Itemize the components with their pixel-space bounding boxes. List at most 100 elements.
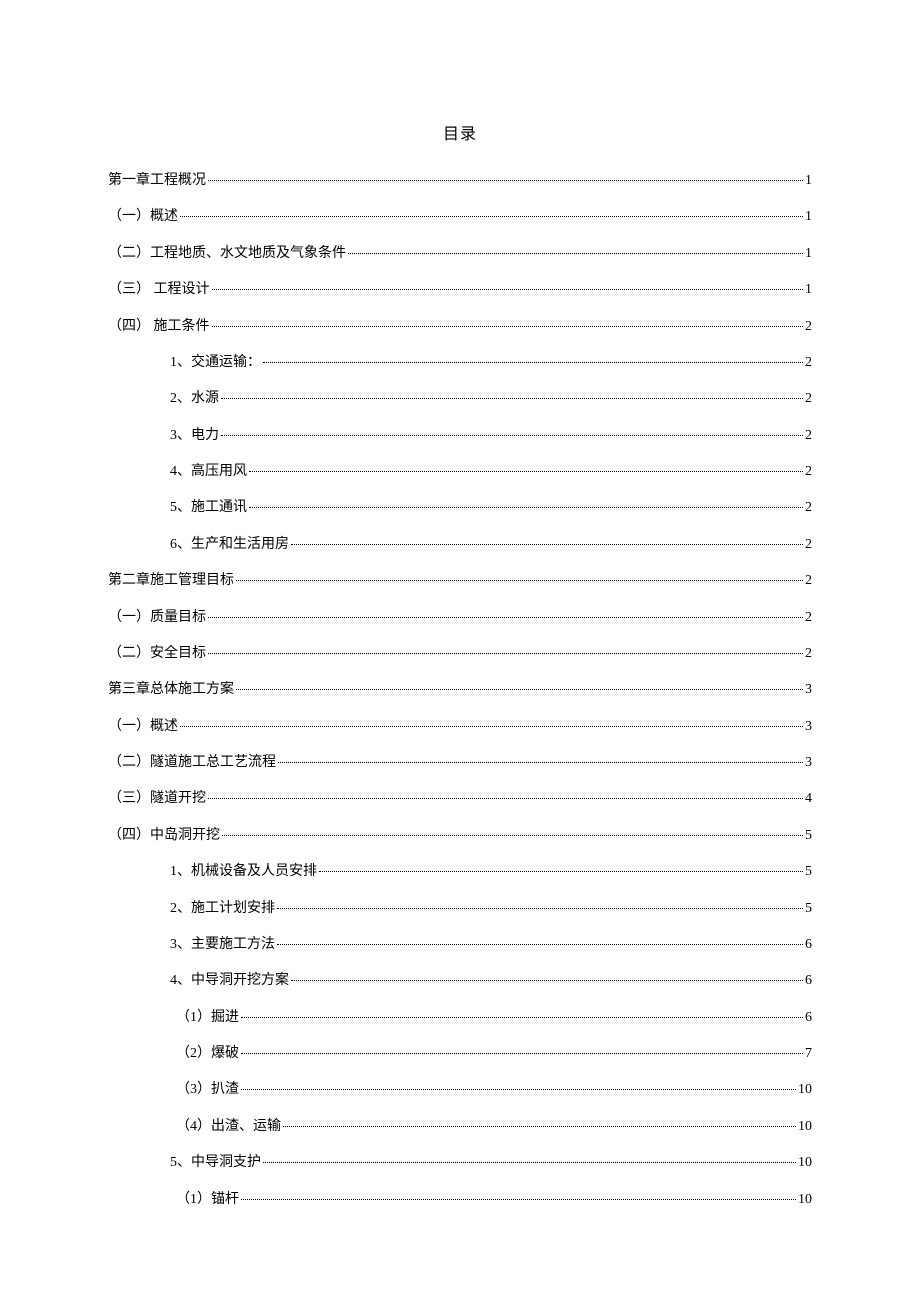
- toc-entry: （四）中岛洞开挖 5: [108, 827, 812, 845]
- toc-entry-page: 6: [805, 972, 812, 990]
- toc-entry-label: （四）中岛洞开挖: [108, 827, 220, 845]
- toc-entry-page: 5: [805, 900, 812, 918]
- toc-entry-page: 10: [798, 1154, 812, 1172]
- toc-entry: 第二章施工管理目标 2: [108, 572, 812, 590]
- toc-entry-label: 2、施工计划安排: [170, 900, 275, 918]
- toc-entry-label: （1）锚杆: [176, 1191, 239, 1209]
- toc-entry-label: 5、施工通讯: [170, 499, 247, 517]
- toc-entry: 2、施工计划安排 5: [108, 900, 812, 918]
- toc-entry-label: 1、机械设备及人员安排: [170, 863, 317, 881]
- toc-entry-label: （1）掘进: [176, 1009, 239, 1027]
- toc-entry: （2）爆破 7: [108, 1045, 812, 1063]
- toc-entry: （四） 施工条件 2: [108, 318, 812, 336]
- toc-entry: （4）出渣、运输 10: [108, 1118, 812, 1136]
- toc-dots: [180, 726, 803, 727]
- toc-dots: [241, 1199, 796, 1200]
- toc-entry-page: 2: [805, 499, 812, 517]
- toc-dots: [241, 1053, 803, 1054]
- toc-title: 目录: [108, 120, 812, 144]
- toc-entry-page: 2: [805, 645, 812, 663]
- toc-entry-label: （二）安全目标: [108, 645, 206, 663]
- toc-entry-page: 1: [805, 208, 812, 226]
- toc-entry-page: 6: [805, 936, 812, 954]
- toc-dots: [249, 471, 803, 472]
- toc-entry-page: 10: [798, 1191, 812, 1209]
- toc-entry: 3、电力 2: [108, 427, 812, 445]
- toc-dots: [180, 216, 803, 217]
- toc-entry-page: 3: [805, 718, 812, 736]
- toc-entry: 第三章总体施工方案 3: [108, 681, 812, 699]
- toc-entry: 6、生产和生活用房 2: [108, 536, 812, 554]
- toc-entry-label: （三） 工程设计: [108, 281, 210, 299]
- toc-entry: （二）安全目标 2: [108, 645, 812, 663]
- toc-dots: [291, 544, 803, 545]
- toc-entry-page: 2: [805, 536, 812, 554]
- toc-entry: （三）隧道开挖 4: [108, 790, 812, 808]
- toc-entry-page: 2: [805, 427, 812, 445]
- toc-entry: 2、水源 2: [108, 390, 812, 408]
- toc-dots: [291, 980, 803, 981]
- toc-entry-label: （二）隧道施工总工艺流程: [108, 754, 276, 772]
- toc-entry-label: 第三章总体施工方案: [108, 681, 234, 699]
- toc-entry-page: 7: [805, 1045, 812, 1063]
- toc-entry-label: 3、电力: [170, 427, 219, 445]
- toc-entry-page: 4: [805, 790, 812, 808]
- toc-entry-label: （四） 施工条件: [108, 318, 210, 336]
- toc-entry: （三） 工程设计 1: [108, 281, 812, 299]
- toc-dots: [222, 835, 803, 836]
- toc-entry-page: 2: [805, 390, 812, 408]
- toc-entry-label: 5、中导洞支护: [170, 1154, 261, 1172]
- toc-entry: 5、中导洞支护 10: [108, 1154, 812, 1172]
- toc-dots: [208, 180, 803, 181]
- toc-entry-page: 2: [805, 572, 812, 590]
- toc-entry-page: 3: [805, 754, 812, 772]
- toc-entry-page: 10: [798, 1118, 812, 1136]
- toc-entry-page: 1: [805, 281, 812, 299]
- toc-dots: [241, 1017, 803, 1018]
- toc-entry: 1、交通运输：2: [108, 354, 812, 372]
- toc-dots: [277, 908, 803, 909]
- toc-dots: [277, 944, 803, 945]
- toc-entry-page: 2: [805, 318, 812, 336]
- toc-entry-label: 第二章施工管理目标: [108, 572, 234, 590]
- toc-entry-label: 4、中导洞开挖方案: [170, 972, 289, 990]
- toc-dots: [263, 1162, 796, 1163]
- toc-dots: [319, 871, 803, 872]
- toc-entry-page: 5: [805, 827, 812, 845]
- toc-entry: （一）概述 3: [108, 718, 812, 736]
- toc-entry-page: 6: [805, 1009, 812, 1027]
- toc-entry: （1）锚杆 10: [108, 1191, 812, 1209]
- toc-entry: 4、中导洞开挖方案 6: [108, 972, 812, 990]
- toc-entry-label: （3）扒渣: [176, 1081, 239, 1099]
- toc-entry-page: 10: [798, 1081, 812, 1099]
- toc-entry-label: （二）工程地质、水文地质及气象条件: [108, 245, 346, 263]
- toc-entry: 5、施工通讯 2: [108, 499, 812, 517]
- toc-entry-label: 4、高压用风: [170, 463, 247, 481]
- toc-entry-label: （4）出渣、运输: [176, 1118, 281, 1136]
- toc-entry-label: 6、生产和生活用房: [170, 536, 289, 554]
- toc-entry-label: （一）概述: [108, 208, 178, 226]
- toc-entry: （二）工程地质、水文地质及气象条件 1: [108, 245, 812, 263]
- toc-entry-label: （一）质量目标: [108, 609, 206, 627]
- toc-entry: 1、机械设备及人员安排5: [108, 863, 812, 881]
- toc-entry-label: （三）隧道开挖: [108, 790, 206, 808]
- toc-entry-label: 第一章工程概况: [108, 172, 206, 190]
- toc-container: 第一章工程概况1（一）概述1（二）工程地质、水文地质及气象条件1（三） 工程设计…: [108, 172, 812, 1209]
- toc-entry-label: （2）爆破: [176, 1045, 239, 1063]
- toc-dots: [208, 617, 803, 618]
- toc-entry-page: 1: [805, 172, 812, 190]
- toc-entry-page: 2: [805, 463, 812, 481]
- toc-dots: [221, 435, 803, 436]
- toc-entry-label: 3、主要施工方法: [170, 936, 275, 954]
- toc-dots: [283, 1126, 796, 1127]
- toc-dots: [249, 507, 803, 508]
- toc-dots: [241, 1089, 796, 1090]
- toc-dots: [208, 653, 803, 654]
- toc-entry-page: 1: [805, 245, 812, 263]
- toc-entry: （1）掘进 6: [108, 1009, 812, 1027]
- toc-entry-label: （一）概述: [108, 718, 178, 736]
- toc-entry-label: 2、水源: [170, 390, 219, 408]
- toc-entry-page: 3: [805, 681, 812, 699]
- toc-dots: [278, 762, 803, 763]
- toc-entry: 3、主要施工方法 6: [108, 936, 812, 954]
